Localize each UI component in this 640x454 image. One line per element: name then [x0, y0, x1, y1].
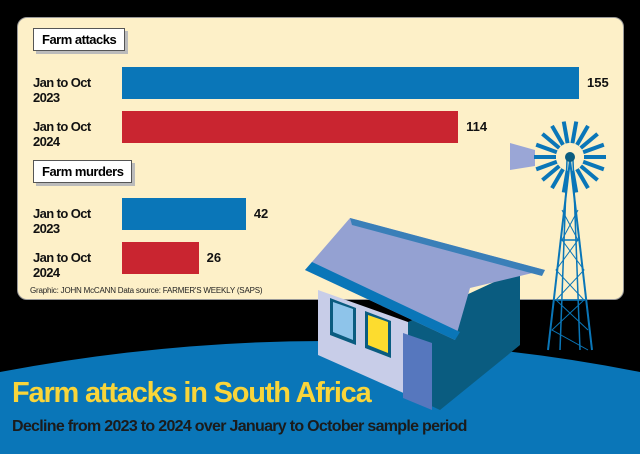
windmill-blade — [579, 132, 599, 150]
value-label: 155 — [587, 75, 609, 90]
bar — [122, 198, 246, 230]
value-label: 114 — [466, 119, 488, 134]
windmill-blade — [582, 142, 605, 155]
value-label: 42 — [253, 206, 269, 221]
credit-text: Graphic: JOHN McCANN Data source: FARMER… — [30, 286, 263, 295]
category-label: Jan to Oct 2023 — [33, 206, 91, 236]
bar — [122, 242, 199, 274]
bar — [122, 67, 579, 99]
section-label: Farm murders — [33, 160, 133, 183]
value-label: 26 — [206, 250, 222, 265]
windmill-blade — [582, 159, 605, 172]
windmill-blade — [550, 124, 565, 146]
house-icon — [305, 218, 545, 410]
windmill-blade — [550, 168, 565, 190]
windmill-blade — [575, 124, 590, 146]
section-label: Farm attacks — [33, 28, 126, 51]
windmill-icon — [510, 121, 606, 351]
windmill-blade — [541, 132, 561, 150]
windmill-blade — [579, 164, 599, 182]
windmill-blade — [561, 170, 570, 193]
chart-title: Farm attacks in South Africa — [12, 377, 372, 409]
category-label: Jan to Oct 2024 — [33, 119, 91, 149]
category-label: Jan to Oct 2023 — [33, 75, 91, 105]
windmill-blade — [570, 170, 579, 193]
windmill-blade — [535, 159, 558, 172]
chart-subtitle: Decline from 2023 to 2024 over January t… — [12, 418, 467, 435]
windmill-blade — [575, 168, 590, 190]
windmill-blade — [535, 142, 558, 155]
bar — [122, 111, 459, 143]
windmill-blade — [570, 121, 579, 144]
category-label: Jan to Oct 2024 — [33, 250, 91, 280]
windmill-blade — [561, 121, 570, 144]
windmill-blade — [541, 164, 561, 182]
